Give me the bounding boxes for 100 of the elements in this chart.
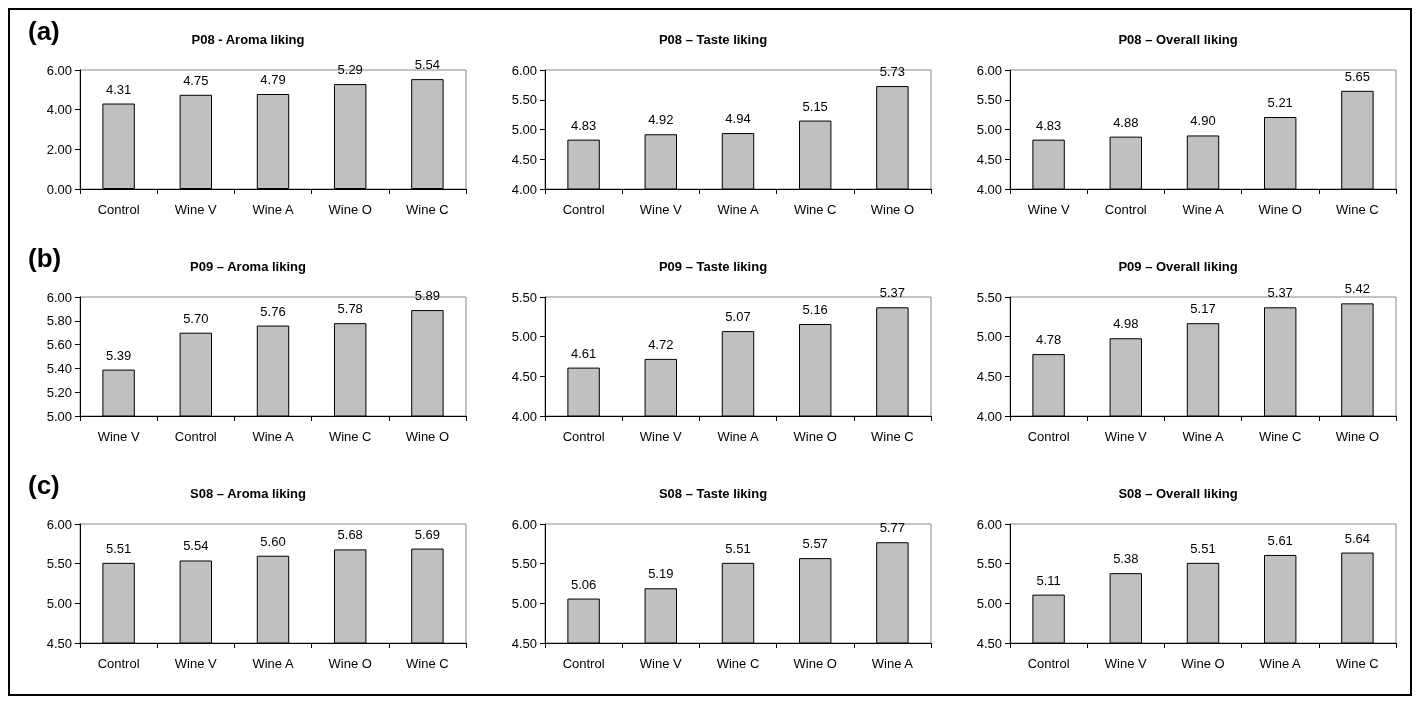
data-label: 5.11 [1036, 572, 1061, 588]
x-tick-label: Wine V [97, 429, 140, 444]
x-tick-label: Wine A [717, 202, 759, 217]
data-label: 5.16 [802, 301, 828, 317]
data-label: 5.68 [337, 527, 363, 543]
x-tick-label: Control [1027, 429, 1070, 444]
y-tick-label: 4.00 [46, 102, 72, 118]
data-label: 4.90 [1190, 113, 1216, 129]
x-tick-label: Wine A [1259, 656, 1302, 671]
x-tick-label: Control [1104, 202, 1147, 217]
x-tick-label: Wine V [639, 656, 683, 671]
data-label: 5.89 [414, 288, 441, 304]
x-tick-label: Wine O [1335, 429, 1380, 444]
chart-title: P09 – Taste liking [658, 259, 768, 274]
x-tick-label: Wine O [870, 202, 915, 217]
x-tick-label: Wine C [1336, 656, 1379, 671]
data-label: 4.83 [1035, 117, 1062, 133]
y-tick-label: 4.50 [976, 635, 1002, 651]
data-label: 5.37 [1267, 285, 1293, 301]
text: (a) [28, 16, 60, 46]
chart-title: P09 – Overall liking [1118, 259, 1238, 274]
x-tick-label: Wine A [1182, 429, 1224, 444]
x-tick-label: Wine C [328, 429, 372, 444]
y-tick-label: 5.00 [511, 329, 537, 345]
y-tick-label: 5.40 [46, 360, 72, 376]
y-tick-label: 2.00 [46, 141, 72, 157]
data-label: 4.78 [1035, 332, 1062, 348]
data-label: 5.37 [879, 285, 906, 301]
x-tick-label: Wine A [252, 656, 294, 671]
y-tick-label: 5.00 [976, 122, 1002, 137]
data-label: 5.39 [105, 347, 132, 363]
data-label: 4.83 [570, 117, 597, 133]
x-tick-label: Wine C [1336, 202, 1379, 217]
data-label: 5.76 [260, 303, 286, 319]
data-label: 5.38 [1113, 551, 1139, 567]
chart-title: P08 – Taste liking [658, 32, 768, 47]
x-tick-label: Wine O [405, 429, 450, 444]
y-tick-label: 4.50 [976, 151, 1002, 167]
y-tick-label: 6.00 [976, 62, 1002, 78]
data-label: 5.65 [1344, 68, 1371, 84]
data-label: 4.92 [648, 112, 674, 128]
data-label: 5.29 [337, 62, 363, 78]
y-tick-label: 5.50 [511, 92, 537, 108]
text: (c) [28, 470, 60, 500]
x-tick-label: Control [562, 429, 605, 444]
x-tick-label: Wine V [1027, 202, 1070, 217]
y-tick-label: 6.00 [46, 62, 72, 78]
y-tick-label: 6.00 [976, 516, 1002, 532]
y-tick-label: 5.00 [46, 408, 72, 424]
data-label: 4.31 [105, 81, 132, 97]
x-tick-label: Control [97, 656, 140, 671]
y-tick-label: 6.00 [46, 516, 72, 532]
y-tick-label: 5.60 [46, 337, 72, 353]
y-tick-label: 5.00 [976, 329, 1002, 345]
x-tick-label: Wine C [406, 656, 449, 671]
chart-title: P09 – Aroma liking [190, 259, 306, 274]
x-tick-label: Wine V [174, 202, 218, 217]
data-label: 5.42 [1344, 281, 1371, 297]
data-label: 4.61 [570, 345, 597, 361]
data-label: 5.51 [1190, 540, 1216, 556]
x-tick-label: Control [174, 429, 217, 444]
y-tick-label: 4.50 [511, 151, 537, 167]
y-tick-label: 5.50 [976, 289, 1002, 305]
data-label: 4.79 [260, 72, 286, 87]
y-tick-label: 5.00 [511, 122, 537, 137]
data-label: 5.69 [414, 526, 441, 542]
x-tick-label: Wine V [174, 656, 218, 671]
y-tick-label: 4.00 [976, 408, 1002, 424]
x-tick-label: Wine O [793, 656, 837, 671]
x-tick-label: Wine C [1258, 429, 1302, 444]
x-tick-label: Wine C [793, 202, 837, 217]
y-tick-label: 5.50 [511, 556, 537, 572]
chart-title: S08 – Overall liking [1118, 486, 1238, 501]
y-tick-label: 4.50 [976, 368, 1002, 384]
data-label: 5.21 [1267, 95, 1293, 110]
data-label: 5.51 [105, 540, 132, 556]
data-label: 5.54 [183, 538, 209, 554]
chart-title: S08 – Aroma liking [190, 486, 306, 501]
data-label: 5.06 [570, 576, 597, 592]
x-tick-label: Wine O [1258, 202, 1302, 217]
x-tick-label: Control [562, 202, 605, 217]
data-label: 5.78 [337, 301, 363, 317]
x-tick-label: Wine V [639, 429, 683, 444]
x-tick-label: Wine V [1104, 429, 1148, 444]
data-label: 4.88 [1113, 114, 1139, 130]
y-tick-label: 4.50 [511, 635, 537, 651]
x-tick-label: Wine C [871, 429, 914, 444]
y-tick-label: 5.50 [511, 289, 537, 305]
y-tick-label: 6.00 [511, 516, 537, 532]
x-tick-label: Wine V [639, 202, 683, 217]
y-tick-label: 4.00 [511, 181, 537, 197]
data-label: 4.94 [725, 111, 751, 127]
data-label: 5.57 [802, 536, 828, 552]
data-label: 5.19 [648, 566, 674, 582]
chart-title: S08 – Taste liking [658, 486, 768, 501]
x-tick-label: Wine A [871, 656, 914, 671]
y-tick-label: 5.50 [976, 92, 1002, 108]
x-tick-label: Control [97, 202, 140, 217]
data-label: 5.60 [260, 533, 286, 549]
y-tick-label: 5.00 [976, 595, 1002, 611]
